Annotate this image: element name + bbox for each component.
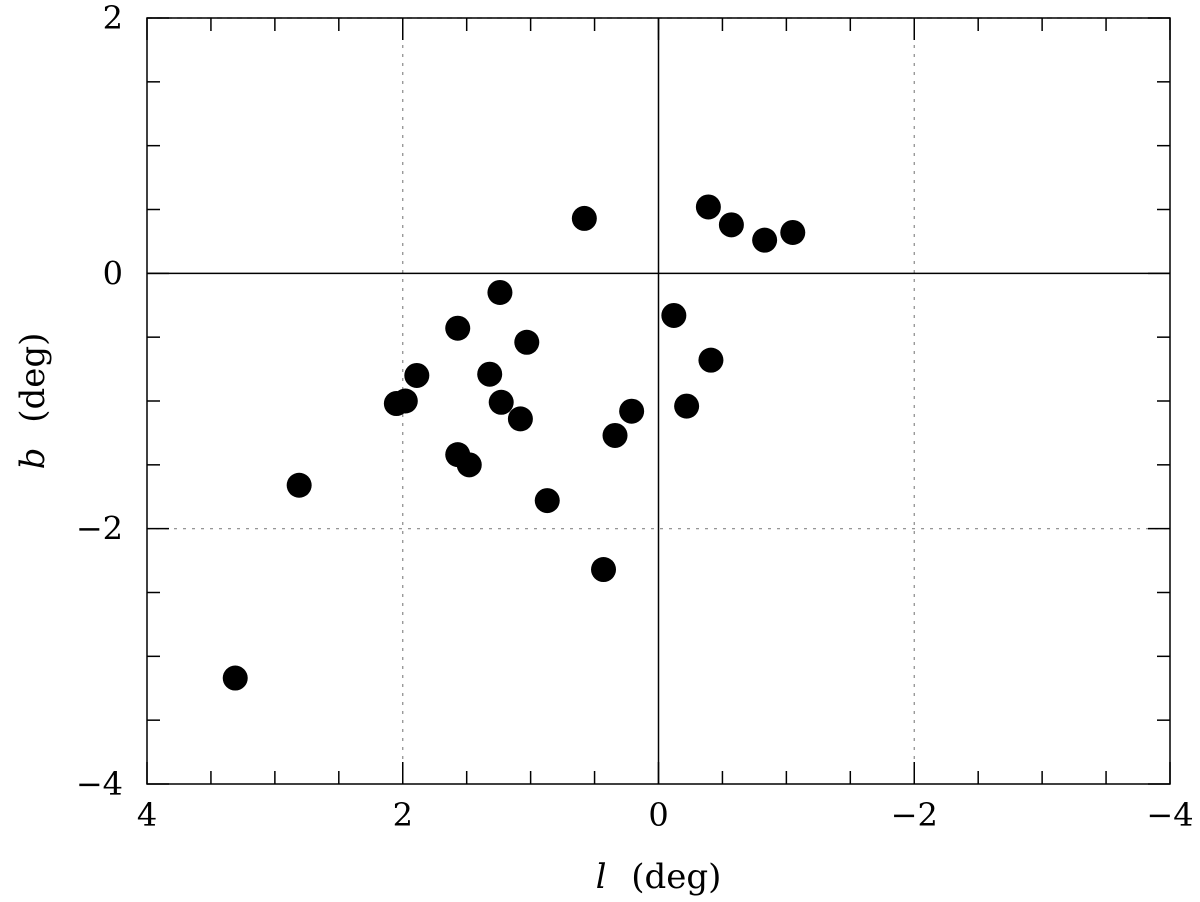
x-tick-label: 4 — [137, 796, 157, 834]
data-point — [718, 212, 744, 238]
data-points — [222, 194, 806, 691]
y-tick-label: 0 — [103, 254, 123, 292]
data-point — [619, 398, 645, 424]
data-point — [445, 315, 471, 341]
data-point — [514, 329, 540, 355]
data-point — [602, 422, 628, 448]
tick-labels: 4 2 0 −2 −4 −4 −2 0 2 — [76, 0, 1194, 834]
data-point — [477, 361, 503, 387]
y-axis-unit: (deg) — [13, 333, 53, 423]
x-tick-label: −2 — [891, 796, 938, 834]
data-point — [780, 219, 806, 245]
data-point — [661, 302, 687, 328]
y-axis-symbol: b — [13, 448, 53, 470]
y-tick-label: 2 — [103, 0, 123, 37]
x-tick-label: −4 — [1146, 796, 1193, 834]
data-point — [222, 665, 248, 691]
data-point — [404, 362, 430, 388]
data-point — [487, 279, 513, 305]
data-point — [534, 488, 560, 514]
data-point — [752, 227, 778, 253]
y-tick-label: −2 — [76, 510, 123, 548]
x-tick-label: 2 — [393, 796, 413, 834]
x-tick-label: 0 — [648, 796, 668, 834]
zero-lines — [147, 18, 1170, 784]
data-point — [674, 393, 700, 419]
data-point — [383, 391, 409, 417]
y-tick-label: −4 — [76, 765, 123, 803]
axis-ticks — [146, 17, 1171, 785]
data-point — [456, 452, 482, 478]
data-point — [507, 406, 533, 432]
x-axis-title: l (deg) — [596, 857, 722, 897]
data-point — [698, 347, 724, 373]
y-axis-title: b (deg) — [13, 333, 53, 470]
data-point — [488, 389, 514, 415]
data-point — [571, 205, 597, 231]
data-point — [286, 472, 312, 498]
x-axis-symbol: l — [596, 857, 607, 897]
data-point — [695, 194, 721, 220]
data-point — [591, 557, 617, 583]
x-axis-unit: (deg) — [631, 857, 721, 897]
